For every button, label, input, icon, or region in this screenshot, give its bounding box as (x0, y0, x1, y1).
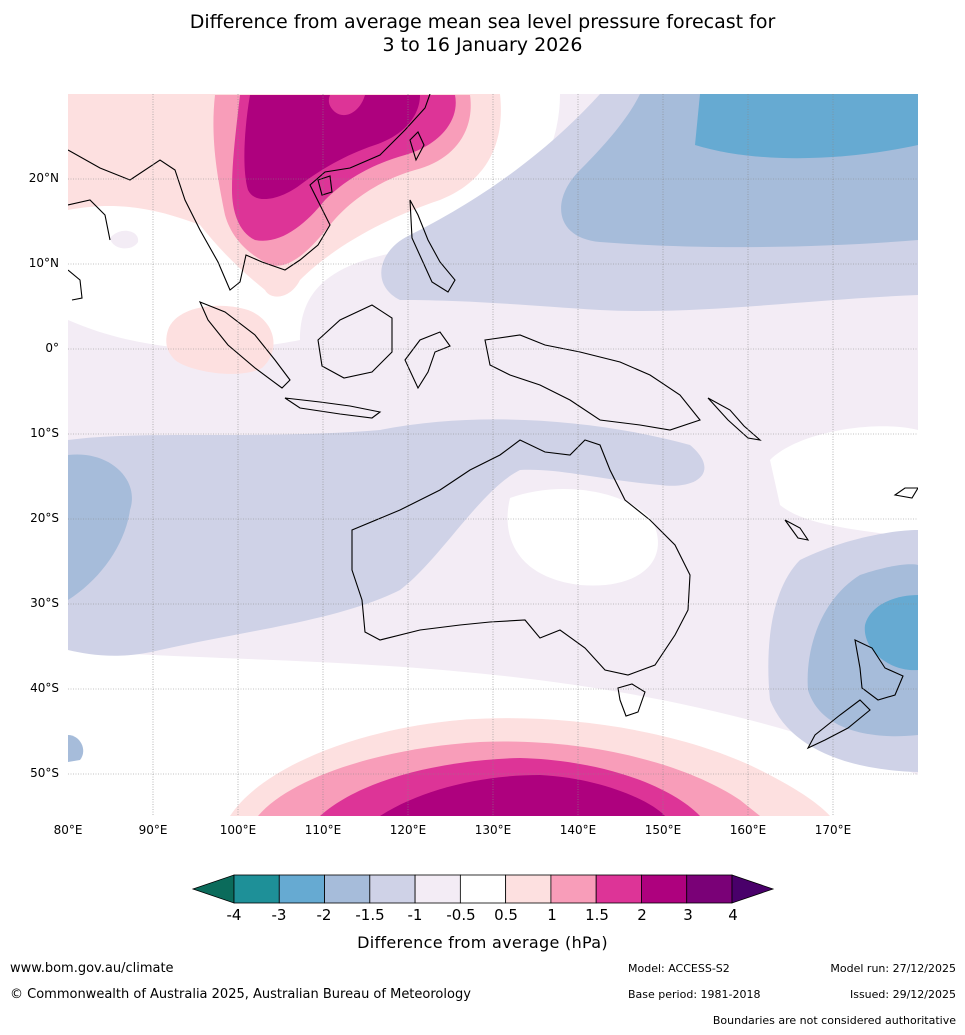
lon-label-160e: 160°E (729, 823, 767, 837)
india-coastline (68, 199, 111, 241)
colorbar-tick-label: -1.5 (355, 906, 385, 924)
colorbar-tick-label: 3 (683, 906, 693, 924)
colorbar-bin (686, 874, 733, 904)
high-anomaly-sumatra (166, 305, 274, 374)
new-guinea-coastline (484, 334, 701, 431)
colorbar-tick-label: 2 (637, 906, 647, 924)
lon-label-80e: 80°E (53, 823, 83, 837)
taiwan-coastline (409, 131, 425, 162)
slight-low-bay-of-bengal (110, 230, 139, 249)
lon-label-150e: 150°E (644, 823, 682, 837)
graticule (68, 94, 918, 816)
lon-label-110e: 110°E (304, 823, 342, 837)
colorbar-under-arrow (191, 874, 235, 904)
hainan-coastline (317, 175, 333, 196)
australia-coastline (351, 439, 691, 676)
lat-label-0: 0° (45, 341, 59, 355)
lat-label-10n: 10°N (28, 256, 59, 270)
lon-label-170e: 170°E (814, 823, 852, 837)
anomaly-field (68, 94, 918, 816)
model-name: Model: ACCESS-S2 (628, 962, 730, 975)
low-anomaly-east-of-new-zealand (864, 595, 918, 671)
colorbar-bin (505, 874, 552, 904)
base-period: Base period: 1981-2018 (628, 988, 761, 1001)
colorbar-tick-label: -4 (226, 906, 242, 924)
tasmania-coastline (617, 683, 646, 717)
colorbar-tick-label: -1 (407, 906, 423, 924)
solomon-islands-coastline (707, 397, 762, 441)
sumatra-coastline (198, 300, 291, 389)
low-anomaly-west-indian-ocean (68, 454, 132, 600)
colorbar-bin (641, 874, 688, 904)
colorbar (191, 874, 775, 904)
copyright-notice: © Commonwealth of Australia 2025, Austra… (10, 987, 471, 1002)
chart-title-line-2: 3 to 16 January 2026 (382, 34, 583, 56)
sulawesi-coastline (404, 331, 451, 390)
lat-label-20s: 20°S (30, 511, 59, 525)
white-zone-coral-sea (770, 426, 918, 540)
boundary-disclaimer: Boundaries are not considered authoritat… (712, 1014, 956, 1027)
colorbar-tick-label: 1.5 (585, 906, 609, 924)
colorbar-tick-label: -0.5 (446, 906, 476, 924)
borneo-coastline (317, 304, 393, 379)
colorbar-bin (595, 874, 642, 904)
new-caledonia-coastline (784, 519, 810, 541)
high-anomaly-southern-ocean-core (380, 775, 665, 816)
new-zealand-south-island (806, 699, 871, 750)
new-zealand-north-island (854, 639, 904, 701)
lon-label-120e: 120°E (389, 823, 427, 837)
colorbar-bin (278, 874, 325, 904)
lat-label-40s: 40°S (30, 681, 59, 695)
issued-date: Issued: 29/12/2025 (849, 988, 956, 1001)
coastlines (68, 94, 918, 750)
fiji-coastline (893, 487, 918, 499)
low-anomaly-southwest-patch (68, 735, 84, 762)
lon-label-130e: 130°E (474, 823, 512, 837)
low-anomaly-north-pacific-core (695, 94, 918, 159)
lon-label-140e: 140°E (559, 823, 597, 837)
colorbar-bin (324, 874, 371, 904)
colorbar-bin (233, 874, 280, 904)
lat-label-20n: 20°N (28, 171, 59, 185)
lat-label-30s: 30°S (30, 596, 59, 610)
colorbar-bins (233, 874, 733, 904)
philippines-coastline (409, 199, 456, 293)
asia-mainland-coastline (68, 94, 431, 291)
colorbar-bin (414, 874, 461, 904)
colorbar-over-arrow (731, 874, 775, 904)
high-anomaly-hole (328, 95, 365, 116)
lat-label-10s: 10°S (30, 426, 59, 440)
colorbar-tick-label: -3 (271, 906, 287, 924)
chart-title-line-1: Difference from average mean sea level p… (189, 11, 776, 33)
colorbar-tick-label: 4 (728, 906, 738, 924)
lat-label-50s: 50°S (30, 766, 59, 780)
sri-lanka-coastline (68, 269, 83, 301)
colorbar-bin (459, 874, 507, 904)
low-anomaly-indian-ocean (68, 419, 705, 656)
colorbar-label: Difference from average (hPa) (357, 933, 608, 952)
website-link[interactable]: www.bom.gov.au/climate (10, 961, 174, 976)
model-run-date: Model run: 27/12/2025 (830, 962, 956, 975)
java-coastline (284, 397, 382, 419)
lon-label-90e: 90°E (138, 823, 168, 837)
lon-label-100e: 100°E (219, 823, 257, 837)
colorbar-tick-label: 1 (547, 906, 557, 924)
colorbar-tick-label: -2 (316, 906, 332, 924)
colorbar-tick-label: 0.5 (494, 906, 518, 924)
white-zone-central-australia (507, 489, 658, 586)
high-anomaly-south-china (244, 95, 420, 200)
colorbar-bin (550, 874, 597, 904)
colorbar-bin (369, 874, 416, 904)
